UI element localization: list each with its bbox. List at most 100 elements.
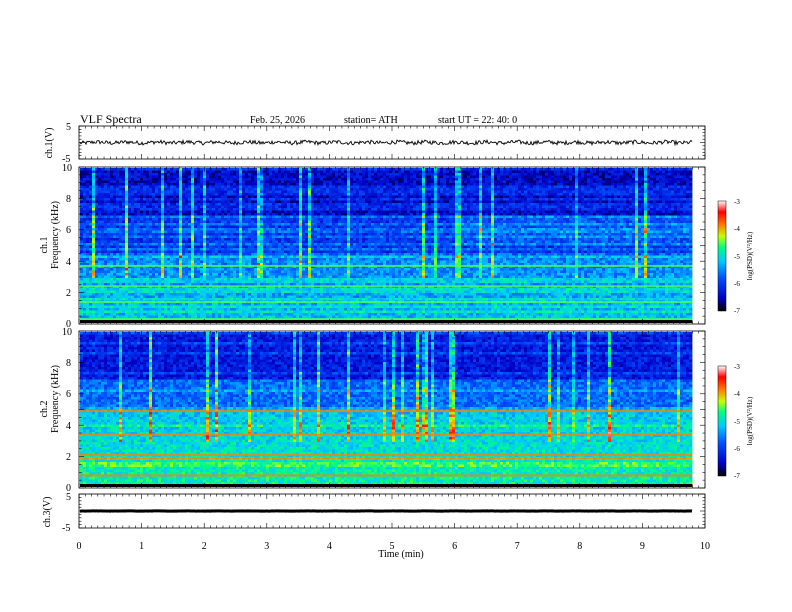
spectrogram-cell: [140, 311, 143, 314]
spectrogram-cell: [92, 198, 95, 201]
spectrogram-cell: [116, 171, 119, 174]
spectrogram-cell: [146, 236, 149, 239]
spectrogram-cell: [86, 203, 89, 206]
spectrogram-cell: [146, 216, 149, 219]
spectrogram-cell: [92, 238, 95, 241]
spectrogram-cell: [95, 176, 98, 179]
spectrogram-cell: [134, 298, 137, 301]
spectrogram-cell: [98, 171, 101, 174]
spectrogram-cell: [140, 186, 143, 189]
spectrogram-cell: [113, 203, 116, 206]
spectrogram-cell: [86, 216, 89, 219]
spectrogram-cell: [134, 228, 137, 231]
spectrogram-cell: [89, 241, 92, 244]
spectrogram-cell: [110, 291, 113, 294]
spectrogram-cell: [95, 183, 98, 186]
spectrogram-cell: [107, 201, 110, 204]
spectrogram-cell: [113, 178, 116, 181]
spectrogram-cell: [86, 226, 89, 229]
spectrogram-cell: [116, 221, 119, 224]
spectrogram-cell: [107, 246, 110, 249]
spectrogram-cell: [107, 271, 110, 274]
spectrogram-cell: [149, 216, 152, 219]
spectrogram-cell: [131, 261, 134, 264]
spectrogram-cell: [155, 258, 158, 261]
spectrogram-cell: [116, 251, 119, 254]
spectrogram-cell: [95, 173, 98, 176]
spectrogram-cell: [107, 241, 110, 244]
spectrogram-cell: [89, 183, 92, 186]
spectrogram-cell: [104, 233, 107, 236]
spectrogram-cell: [137, 238, 140, 241]
spectrogram-cell: [134, 173, 137, 176]
spectrogram-cell: [101, 216, 104, 219]
spectrogram-cell: [140, 216, 143, 219]
ch1-spectrogram-panel: 10 8 6 4 2 0 ch.1 Frequency (kHz) -3 -4 …: [39, 163, 754, 330]
spectrogram-cell: [83, 268, 86, 271]
spectrogram-cell: [92, 278, 95, 281]
spectrogram-cell: [131, 268, 134, 271]
spectrogram-cell: [92, 261, 95, 264]
spectrogram-cell: [152, 201, 155, 204]
spectrogram-cell: [113, 213, 116, 216]
spectrogram-cell: [155, 273, 158, 276]
spectrogram-cell: [83, 238, 86, 241]
spectrogram-cell: [104, 291, 107, 294]
spectrogram-cell: [95, 188, 98, 191]
spectrogram-cell: [110, 258, 113, 261]
spectrogram-cell: [134, 196, 137, 199]
spectrogram-cell: [86, 221, 89, 224]
spectrogram-cell: [107, 231, 110, 234]
spectrogram-cell: [83, 168, 86, 171]
spectrogram-cell: [92, 281, 95, 284]
spectrogram-cell: [140, 258, 143, 261]
spectrogram-cell: [86, 268, 89, 271]
spectrogram-cell: [155, 188, 158, 191]
spectrogram-cell: [122, 238, 125, 241]
spectrogram-cell: [80, 206, 83, 209]
spectrogram-cell: [149, 278, 152, 281]
spectrogram-cell: [119, 231, 122, 234]
spectrogram-cell: [113, 246, 116, 249]
spectrogram-cell: [137, 261, 140, 264]
spectrogram-cell: [89, 306, 92, 309]
spectrogram-cell: [80, 171, 83, 174]
spectrogram-cell: [125, 193, 128, 196]
spectrogram-cell: [143, 176, 146, 179]
spectrogram-cell: [155, 181, 158, 184]
spectrogram-cell: [95, 241, 98, 244]
spectrogram-cell: [125, 308, 128, 311]
spectrogram-cell: [104, 278, 107, 281]
spectrogram-cell: [143, 216, 146, 219]
spectrogram-cell: [107, 313, 110, 316]
spectrogram-cell: [140, 173, 143, 176]
spectrogram-cell: [143, 291, 146, 294]
spectrogram-cell: [128, 276, 131, 279]
spectrogram-cell: [122, 293, 125, 296]
spectrogram-cell: [89, 256, 92, 259]
spectrogram-cell: [119, 268, 122, 271]
spectrogram-cell: [95, 198, 98, 201]
spectrogram-cell: [128, 173, 131, 176]
spectrogram-cell: [89, 173, 92, 176]
spectrogram-cell: [95, 303, 98, 306]
spectrogram-cell: [116, 253, 119, 256]
spectrogram-cell: [116, 233, 119, 236]
spectrogram-cell: [125, 298, 128, 301]
spectrogram-cell: [146, 298, 149, 301]
spectrogram-cell: [80, 191, 83, 194]
spectrogram-cell: [104, 241, 107, 244]
spectrogram-cell: [80, 211, 83, 214]
spectrogram-cell: [89, 193, 92, 196]
spectrogram-cell: [89, 201, 92, 204]
spectrogram-cell: [116, 271, 119, 274]
spectrogram-cell: [92, 188, 95, 191]
spectrogram-cell: [107, 258, 110, 261]
spectrogram-cell: [140, 256, 143, 259]
spectrogram-cell: [89, 246, 92, 249]
spectrogram-cell: [152, 276, 155, 279]
spectrogram-cell: [113, 206, 116, 209]
spectrogram-cell: [83, 218, 86, 221]
spectrogram-cell: [131, 196, 134, 199]
spectrogram-cell: [101, 231, 104, 234]
